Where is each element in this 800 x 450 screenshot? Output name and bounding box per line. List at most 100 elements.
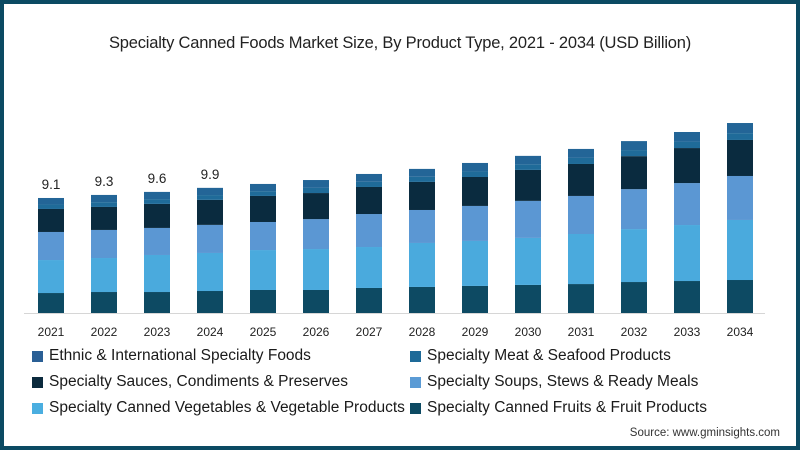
bar-segment[interactable]: [621, 141, 647, 151]
legend-item-fruits[interactable]: Specialty Canned Fruits & Fruit Products: [410, 399, 707, 417]
bar-segment[interactable]: [409, 209, 435, 243]
bar-segment[interactable]: [462, 205, 488, 241]
bar-segment[interactable]: [409, 176, 435, 182]
bar-segment[interactable]: [462, 162, 488, 172]
bar-segment[interactable]: [674, 148, 700, 184]
bar-segment[interactable]: [727, 175, 753, 220]
bar-segment[interactable]: [356, 181, 382, 187]
bar-segment[interactable]: [621, 229, 647, 283]
bar-segment[interactable]: [144, 199, 170, 204]
bar-segment[interactable]: [144, 254, 170, 293]
bar-segment[interactable]: [568, 157, 594, 164]
bar-segment[interactable]: [303, 290, 329, 313]
bar-segment[interactable]: [462, 171, 488, 177]
bar-segment[interactable]: [356, 186, 382, 215]
bar-segment[interactable]: [250, 290, 276, 313]
bar-segment[interactable]: [250, 221, 276, 251]
bar-segment[interactable]: [674, 281, 700, 313]
bar-segment[interactable]: [91, 229, 117, 259]
bar-stack-2027: [356, 173, 382, 313]
bar-segment[interactable]: [38, 293, 64, 313]
bar-segment[interactable]: [727, 139, 753, 176]
bar-segment[interactable]: [568, 234, 594, 285]
bar-segment[interactable]: [674, 225, 700, 282]
bar-segment[interactable]: [303, 180, 329, 188]
bar-segment[interactable]: [409, 242, 435, 287]
legend-swatch: [410, 402, 421, 414]
bar-segment[interactable]: [38, 231, 64, 261]
bar-segment[interactable]: [515, 164, 541, 170]
bar-segment[interactable]: [197, 195, 223, 200]
bar-segment[interactable]: [621, 150, 647, 157]
bar-segment[interactable]: [356, 214, 382, 248]
bar-stack-2028: [409, 168, 435, 313]
bar-segment[interactable]: [462, 176, 488, 206]
bar-segment[interactable]: [515, 237, 541, 285]
x-tick-label: 2034: [727, 325, 754, 339]
bar-segment[interactable]: [409, 286, 435, 313]
bar-segment[interactable]: [462, 285, 488, 313]
legend-item-sauces[interactable]: Specialty Sauces, Condiments & Preserves: [32, 373, 348, 391]
bar-segment[interactable]: [303, 219, 329, 250]
bar-stack-2023: [144, 191, 170, 313]
bar-segment[interactable]: [515, 155, 541, 165]
bar-segment[interactable]: [568, 148, 594, 158]
bar-segment[interactable]: [197, 187, 223, 196]
bar-segment[interactable]: [462, 240, 488, 286]
bar-segment[interactable]: [303, 187, 329, 194]
bar-segment[interactable]: [91, 258, 117, 293]
bar-segment[interactable]: [621, 156, 647, 190]
bar-segment[interactable]: [38, 204, 64, 209]
bar-segment[interactable]: [568, 284, 594, 313]
bar-segment[interactable]: [144, 292, 170, 313]
bar-segment[interactable]: [91, 202, 117, 207]
bar-segment[interactable]: [38, 260, 64, 294]
bar-segment[interactable]: [515, 169, 541, 201]
bar-stack-2026: [303, 180, 329, 313]
bar-segment[interactable]: [197, 224, 223, 253]
bar-segment[interactable]: [250, 250, 276, 290]
bar-segment[interactable]: [250, 191, 276, 196]
legend-item-vegetables[interactable]: Specialty Canned Vegetables & Vegetable …: [32, 399, 405, 417]
bar-segment[interactable]: [197, 252, 223, 292]
bar-segment[interactable]: [568, 195, 594, 234]
bar-segment[interactable]: [144, 227, 170, 255]
bar-segment[interactable]: [91, 292, 117, 313]
bar-segment[interactable]: [409, 168, 435, 177]
bar-segment[interactable]: [197, 199, 223, 225]
bar-segment[interactable]: [144, 191, 170, 200]
bar-segment[interactable]: [356, 247, 382, 288]
source-note: Source: www.gminsights.com: [629, 427, 780, 439]
bar-segment[interactable]: [91, 206, 117, 230]
bar-segment[interactable]: [727, 280, 753, 313]
bar-segment[interactable]: [409, 181, 435, 210]
x-tick-label: 2025: [250, 325, 277, 339]
bar-segment[interactable]: [38, 208, 64, 232]
bar-segment[interactable]: [356, 173, 382, 182]
bar-segment[interactable]: [674, 132, 700, 142]
bar-segment[interactable]: [621, 189, 647, 230]
bar-segment[interactable]: [197, 291, 223, 313]
bar-segment[interactable]: [38, 197, 64, 205]
bar-segment[interactable]: [250, 195, 276, 222]
bar-segment[interactable]: [727, 133, 753, 140]
data-label: 9.3: [95, 174, 114, 189]
bar-segment[interactable]: [303, 249, 329, 290]
bar-segment[interactable]: [303, 193, 329, 220]
legend-item-soups[interactable]: Specialty Soups, Stews & Ready Meals: [410, 373, 698, 391]
legend-item-ethnic[interactable]: Ethnic & International Specialty Foods: [32, 347, 311, 365]
bar-segment[interactable]: [674, 183, 700, 226]
x-tick-label: 2027: [356, 325, 383, 339]
bar-segment[interactable]: [727, 219, 753, 281]
bar-segment[interactable]: [356, 287, 382, 313]
legend-item-meat-seafood[interactable]: Specialty Meat & Seafood Products: [410, 347, 671, 365]
bar-segment[interactable]: [515, 200, 541, 238]
bar-segment[interactable]: [674, 141, 700, 149]
bar-segment[interactable]: [568, 163, 594, 196]
bar-segment[interactable]: [515, 284, 541, 313]
bar-segment[interactable]: [91, 194, 117, 203]
bar-segment[interactable]: [727, 123, 753, 134]
bar-segment[interactable]: [144, 203, 170, 228]
bar-segment[interactable]: [250, 183, 276, 192]
bar-segment[interactable]: [621, 282, 647, 313]
